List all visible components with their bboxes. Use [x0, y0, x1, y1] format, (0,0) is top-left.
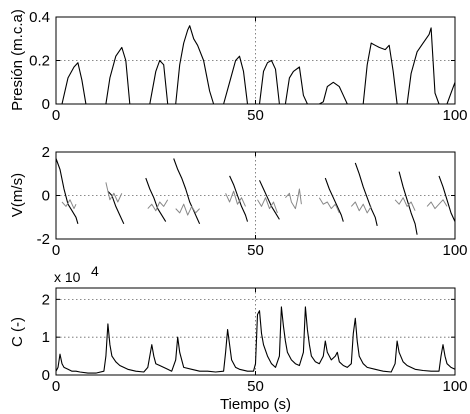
pressure-ytick-label-2: 0.4	[29, 9, 50, 26]
concentration-ytick-label-2: 2	[42, 291, 50, 308]
velocity-ytick-label-2: 2	[42, 144, 50, 161]
concentration-ylabel: C (-)	[9, 317, 26, 347]
velocity-ytick-label-1: 0	[42, 188, 50, 205]
concentration-ytick-label-0: 0	[42, 367, 50, 384]
velocity-xtick-label-0: 0	[52, 242, 60, 259]
pressure-xtick-label-0: 0	[52, 107, 60, 124]
velocity-ytick-label-0: -2	[37, 231, 50, 248]
velocity-ylabel: V(m/s)	[9, 173, 26, 217]
pressure-ylabel: Presión (m.c.a)	[9, 9, 26, 111]
pressure-xtick-label-2: 100	[442, 107, 467, 124]
concentration-scale-multiplier: x 10	[54, 269, 81, 285]
concentration-xtick-label-2: 100	[442, 378, 467, 395]
velocity-xtick-label-1: 50	[247, 242, 264, 259]
concentration-scale-exponent: 4	[91, 263, 99, 279]
concentration-xlabel: Tiempo (s)	[220, 396, 291, 413]
pressure-ytick-label-1: 0.2	[29, 53, 50, 70]
velocity-series-1-line	[61, 182, 448, 216]
pressure-ytick-label-0: 0	[42, 96, 50, 113]
pressure-xtick-label-1: 50	[247, 107, 264, 124]
concentration-xtick-label-0: 0	[52, 378, 60, 395]
velocity-xtick-label-2: 100	[442, 242, 467, 259]
concentration-ytick-label-1: 1	[42, 329, 50, 346]
concentration-series-0-line	[55, 306, 456, 374]
concentration-xtick-label-1: 50	[247, 378, 264, 395]
